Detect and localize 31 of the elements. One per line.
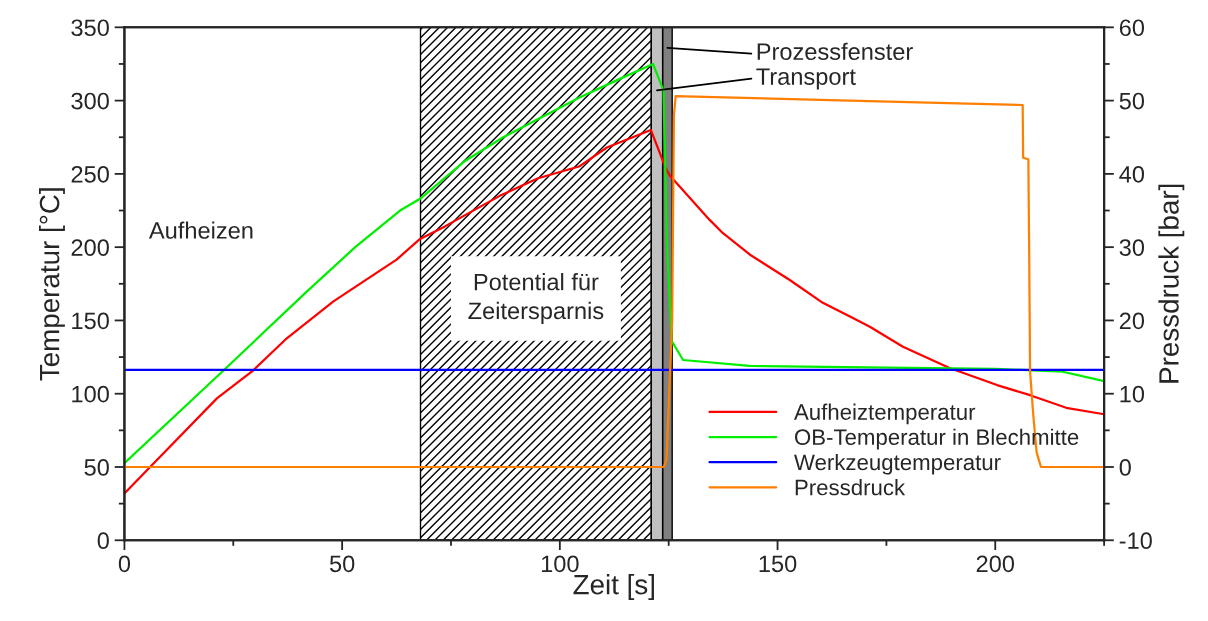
y-tick-label: 350 <box>71 19 109 37</box>
x-tick-label: 0 <box>118 555 131 573</box>
y-tick-label: 300 <box>71 92 109 110</box>
y-tick-label: 200 <box>71 239 109 256</box>
y-tick-label: 0 <box>97 532 109 550</box>
annotation: Aufheizen <box>148 221 253 239</box>
band-label: Transport <box>756 68 856 90</box>
legend-label: Aufheiztemperatur <box>794 403 976 425</box>
y2-tick-label: 60 <box>1119 19 1145 37</box>
band-label: Prozessfenster <box>757 42 913 61</box>
y2-tick-label: 50 <box>1119 92 1145 110</box>
y2-tick-label: -10 <box>1119 532 1152 550</box>
y2-tick-label: 40 <box>1119 165 1145 183</box>
x-axis-title: Zeit [s] <box>573 574 654 600</box>
y2-tick-label: 30 <box>1119 239 1145 256</box>
band-label: Potential für Zeitersparnis <box>468 273 604 324</box>
x-tick-label: 200 <box>976 555 1015 573</box>
y2-tick-label: 10 <box>1120 385 1145 403</box>
y-tick-label: 100 <box>72 385 109 403</box>
y2-axis-title: Pressdruck [bar] <box>1158 184 1185 383</box>
y-tick-label: 50 <box>84 459 109 476</box>
y-axis-title: Temperatur [°C] <box>39 188 65 381</box>
x-tick-label: 150 <box>759 555 797 573</box>
x-tick-label: 100 <box>541 555 579 573</box>
y2-tick-label: 0 <box>1119 459 1131 476</box>
legend-label: Pressdruck <box>795 479 906 496</box>
legend-label: Werkzeugtemperatur <box>794 453 1001 475</box>
y-tick-label: 250 <box>71 165 109 183</box>
x-tick-label: 50 <box>329 555 355 573</box>
y2-tick-label: 20 <box>1119 312 1145 330</box>
y-tick-label: 150 <box>72 312 109 330</box>
